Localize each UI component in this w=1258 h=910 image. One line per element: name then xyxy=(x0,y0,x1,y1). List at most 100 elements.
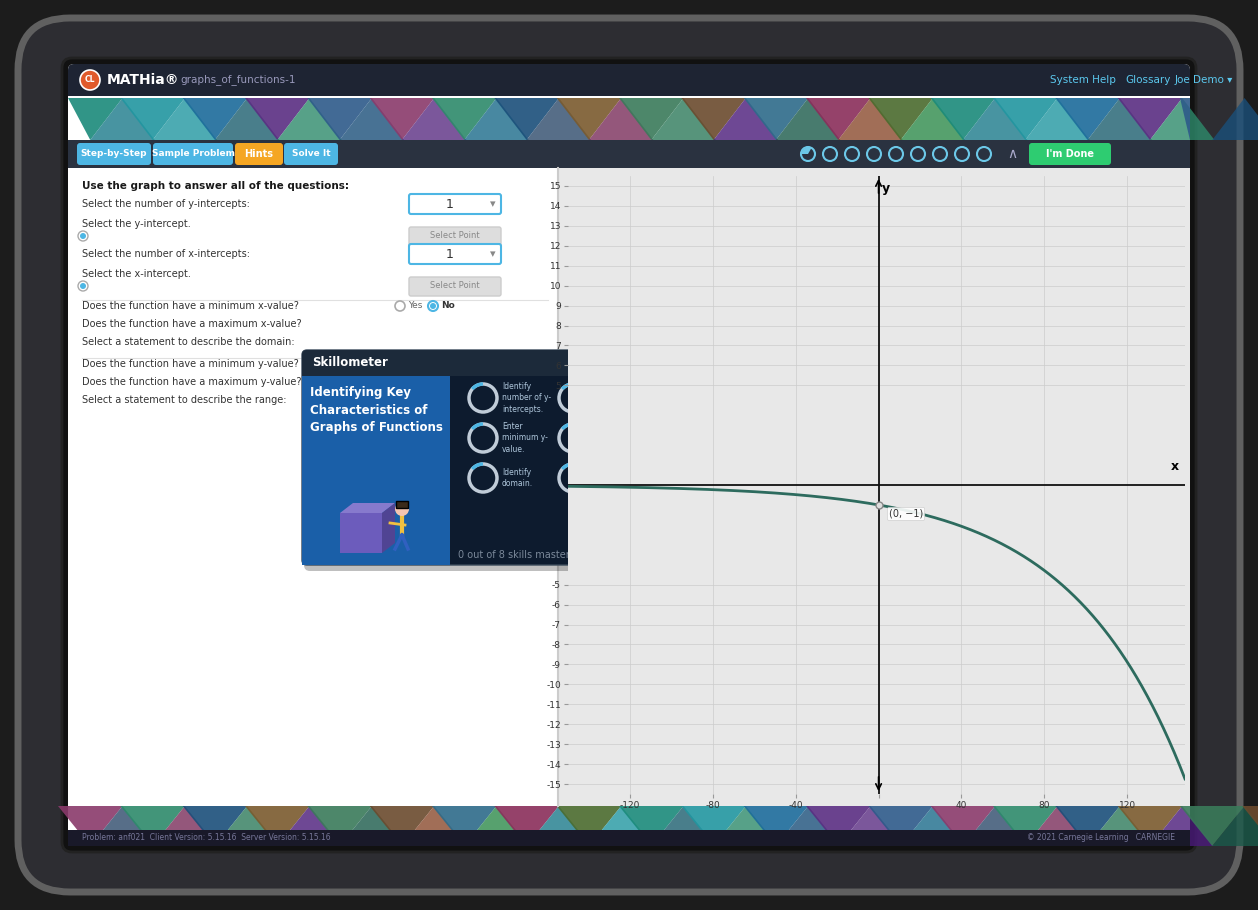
Polygon shape xyxy=(340,98,404,140)
Circle shape xyxy=(430,303,437,309)
Text: Identify
number of y-
intercepts.: Identify number of y- intercepts. xyxy=(502,382,551,414)
Polygon shape xyxy=(277,98,342,140)
Polygon shape xyxy=(340,513,382,553)
Polygon shape xyxy=(838,806,903,846)
Text: Select Point: Select Point xyxy=(430,281,479,290)
Text: Step-by-Step: Step-by-Step xyxy=(81,149,147,158)
Polygon shape xyxy=(277,806,342,846)
Wedge shape xyxy=(801,147,811,154)
Text: y: y xyxy=(882,182,889,195)
Polygon shape xyxy=(806,806,871,846)
Polygon shape xyxy=(1088,806,1152,846)
FancyBboxPatch shape xyxy=(302,350,777,376)
Polygon shape xyxy=(619,98,683,140)
Polygon shape xyxy=(589,98,653,140)
Text: Select Point: Select Point xyxy=(430,231,479,240)
Polygon shape xyxy=(713,806,779,846)
Text: Joe Demo ▾: Joe Demo ▾ xyxy=(1175,75,1233,85)
Polygon shape xyxy=(370,98,434,140)
Polygon shape xyxy=(401,98,467,140)
Text: CL: CL xyxy=(84,76,96,85)
Text: Enter
maximum x-
value.: Enter maximum x- value. xyxy=(593,422,640,453)
Text: 0 out of 8 skills mastered: 0 out of 8 skills mastered xyxy=(458,550,581,560)
Text: ▾: ▾ xyxy=(491,199,496,209)
FancyBboxPatch shape xyxy=(62,58,1196,852)
Text: Does the function have a maximum x-value?: Does the function have a maximum x-value… xyxy=(82,319,302,329)
FancyBboxPatch shape xyxy=(559,168,1190,806)
Polygon shape xyxy=(1055,98,1120,140)
Polygon shape xyxy=(1025,98,1089,140)
Polygon shape xyxy=(307,806,372,846)
Polygon shape xyxy=(464,98,528,140)
Polygon shape xyxy=(494,806,559,846)
FancyBboxPatch shape xyxy=(409,244,501,264)
Circle shape xyxy=(81,233,86,239)
Polygon shape xyxy=(743,98,808,140)
Text: Does the function have a minimum y-value?: Does the function have a minimum y-value… xyxy=(82,359,298,369)
Polygon shape xyxy=(1117,806,1183,846)
Text: Select the y-intercept.: Select the y-intercept. xyxy=(82,219,191,229)
Polygon shape xyxy=(1213,98,1258,140)
Text: Does the function have a minimum x-value?: Does the function have a minimum x-value… xyxy=(82,301,299,311)
Text: Select the x-intercept.: Select the x-intercept. xyxy=(82,269,191,279)
Text: Enter
minimum y-
value.: Enter minimum y- value. xyxy=(502,422,548,453)
Polygon shape xyxy=(713,98,779,140)
Text: (0, −1): (0, −1) xyxy=(889,509,923,519)
Polygon shape xyxy=(901,806,965,846)
Text: Problem: anf021  Client Version: 5.15.16  Server Version: 5.15.16: Problem: anf021 Client Version: 5.15.16 … xyxy=(82,834,331,843)
Polygon shape xyxy=(68,98,122,140)
Text: 1: 1 xyxy=(447,197,454,210)
FancyBboxPatch shape xyxy=(68,64,1190,96)
FancyBboxPatch shape xyxy=(77,143,151,165)
Polygon shape xyxy=(215,98,279,140)
Polygon shape xyxy=(401,806,467,846)
Polygon shape xyxy=(58,806,122,846)
Polygon shape xyxy=(557,806,621,846)
Text: Solve It: Solve It xyxy=(292,149,331,158)
Polygon shape xyxy=(589,806,653,846)
Text: System Help: System Help xyxy=(1050,75,1116,85)
Text: Identifying Key
Characteristics of
Graphs of Functions: Identifying Key Characteristics of Graph… xyxy=(309,386,443,434)
FancyBboxPatch shape xyxy=(68,80,1190,96)
FancyBboxPatch shape xyxy=(396,501,408,508)
Text: No: No xyxy=(442,301,454,310)
Polygon shape xyxy=(838,98,903,140)
FancyBboxPatch shape xyxy=(235,143,283,165)
FancyBboxPatch shape xyxy=(68,830,1190,846)
FancyBboxPatch shape xyxy=(153,143,233,165)
Text: Identify
number of x-
intercepts.: Identify number of x- intercepts. xyxy=(593,382,642,414)
Polygon shape xyxy=(962,806,1028,846)
Polygon shape xyxy=(215,806,279,846)
FancyBboxPatch shape xyxy=(302,363,777,376)
Text: Enter
minimum x-
value.: Enter minimum x- value. xyxy=(682,382,728,414)
Text: © 2021 Carnegie Learning   CARNEGIE: © 2021 Carnegie Learning CARNEGIE xyxy=(1027,834,1175,843)
Polygon shape xyxy=(931,806,995,846)
Text: ▾: ▾ xyxy=(491,249,496,259)
Circle shape xyxy=(395,502,409,516)
Polygon shape xyxy=(340,503,395,513)
Polygon shape xyxy=(931,98,995,140)
Polygon shape xyxy=(182,98,247,140)
Text: Skillometer: Skillometer xyxy=(312,357,387,369)
Polygon shape xyxy=(464,806,528,846)
FancyBboxPatch shape xyxy=(304,352,782,571)
Polygon shape xyxy=(370,806,434,846)
Polygon shape xyxy=(682,806,746,846)
Polygon shape xyxy=(91,806,155,846)
Polygon shape xyxy=(1055,806,1120,846)
FancyBboxPatch shape xyxy=(68,168,559,806)
Polygon shape xyxy=(121,98,185,140)
Circle shape xyxy=(81,70,99,90)
Polygon shape xyxy=(868,806,933,846)
Polygon shape xyxy=(1117,98,1183,140)
Text: ×: × xyxy=(757,356,769,370)
Text: Sample Problem: Sample Problem xyxy=(151,149,234,158)
Text: Enter
maximum y-
value.: Enter maximum y- value. xyxy=(682,422,730,453)
Text: Select a statement to describe the domain:: Select a statement to describe the domai… xyxy=(82,337,294,347)
Polygon shape xyxy=(682,98,746,140)
Polygon shape xyxy=(245,806,309,846)
Polygon shape xyxy=(1180,806,1244,846)
Polygon shape xyxy=(382,503,395,553)
Polygon shape xyxy=(494,98,559,140)
Polygon shape xyxy=(182,806,247,846)
